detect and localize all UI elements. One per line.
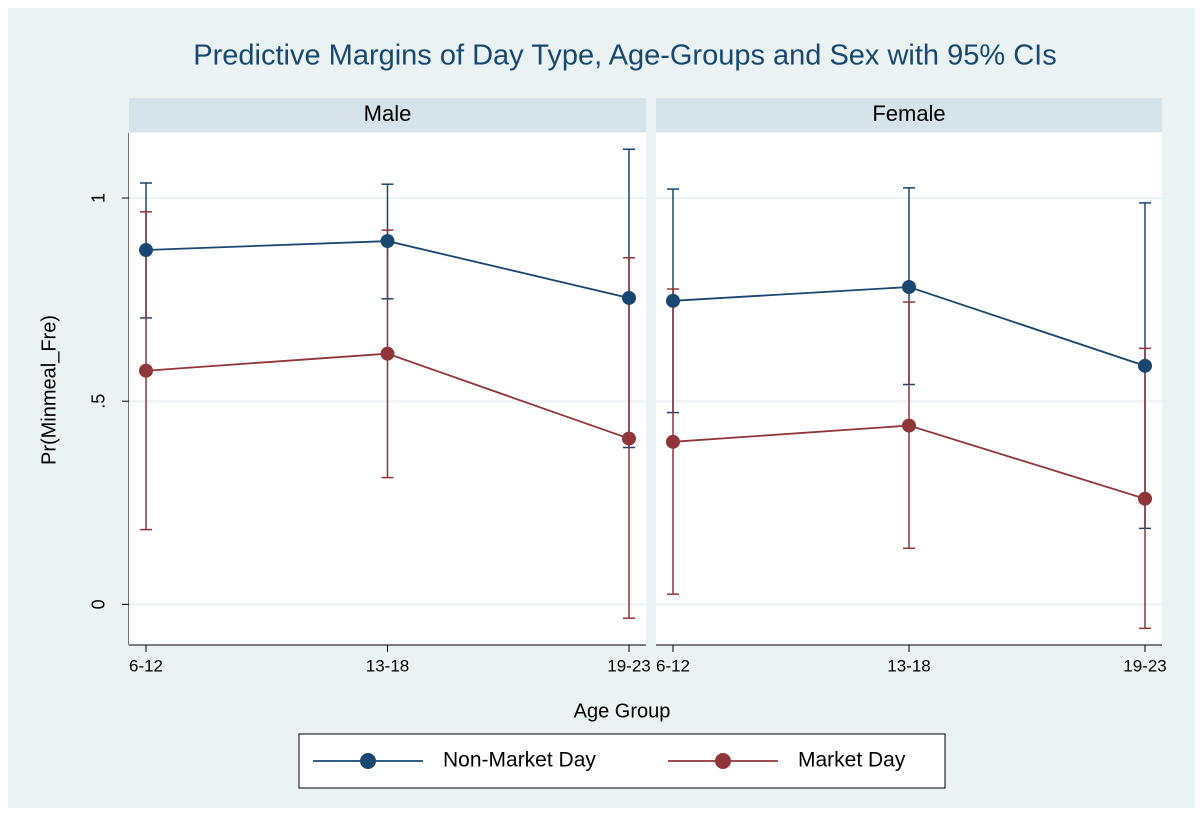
x-tick-label: 19-23 (1123, 656, 1166, 675)
point (139, 363, 153, 378)
point (380, 346, 395, 361)
y-axis-label: Pr(Minmeal_Fre) (38, 315, 60, 465)
panel-title: Male (364, 101, 412, 126)
point (139, 243, 153, 258)
x-tick-label: 13-18 (887, 656, 930, 675)
panel-header (129, 98, 646, 132)
y-tick-label: .5 (89, 394, 109, 409)
x-axis-label: Age Group (574, 700, 671, 722)
x-tick-label: 6-12 (129, 656, 163, 675)
x-tick-label: 6-12 (656, 656, 690, 675)
panel-header (656, 98, 1162, 132)
point (666, 293, 680, 308)
legend-label: Market Day (798, 749, 906, 772)
y-tick-label: 0 (89, 599, 109, 609)
y-tick-label: 1 (89, 193, 109, 203)
point (902, 280, 916, 295)
x-tick-label: 19-23 (607, 656, 650, 675)
legend-marker (715, 753, 731, 769)
point (1138, 358, 1152, 373)
point (622, 431, 636, 446)
chart-title: Predictive Margins of Day Type, Age-Grou… (193, 40, 1056, 72)
x-tick-label: 13-18 (366, 656, 409, 675)
panel-title: Female (872, 101, 945, 126)
legend-label: Non-Market Day (443, 749, 596, 772)
point (622, 290, 636, 305)
point (380, 234, 395, 249)
point (902, 418, 916, 433)
point (1138, 491, 1152, 506)
legend-marker (360, 753, 376, 769)
point (666, 434, 680, 449)
